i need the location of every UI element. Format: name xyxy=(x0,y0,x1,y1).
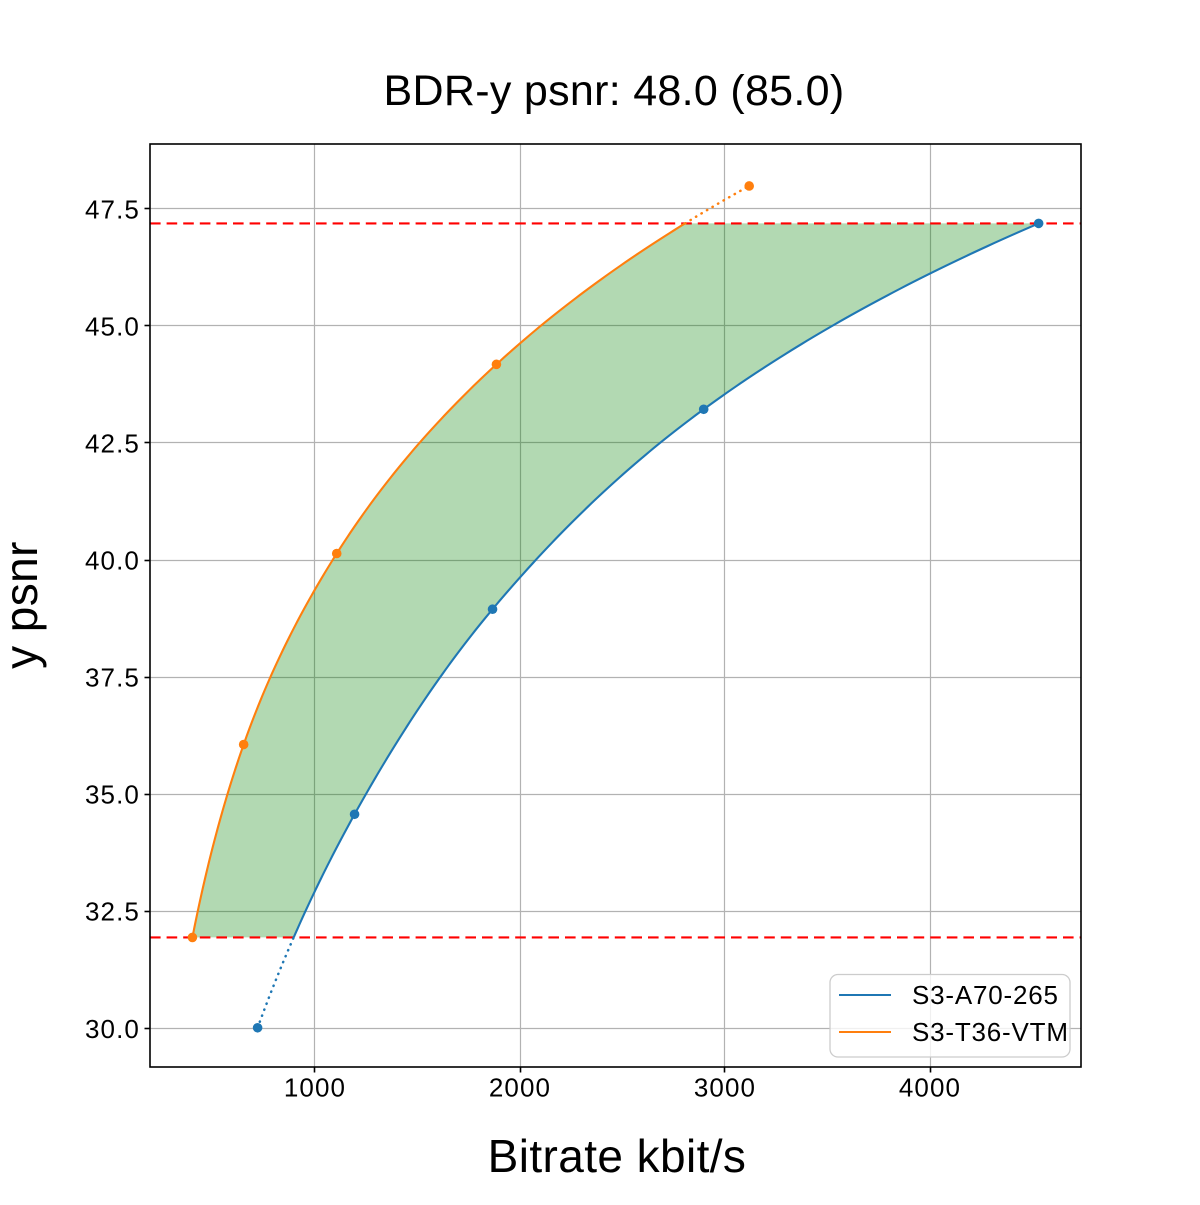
svg-text:y psnr: y psnr xyxy=(0,541,47,669)
svg-text:1000: 1000 xyxy=(284,1073,346,1103)
svg-text:3000: 3000 xyxy=(694,1073,756,1103)
svg-text:35.0: 35.0 xyxy=(85,780,140,810)
svg-text:4000: 4000 xyxy=(899,1073,961,1103)
svg-text:2000: 2000 xyxy=(489,1073,551,1103)
svg-text:S3-T36-VTM: S3-T36-VTM xyxy=(912,1017,1069,1047)
svg-text:Bitrate kbit/s: Bitrate kbit/s xyxy=(488,1130,747,1182)
svg-text:37.5: 37.5 xyxy=(85,663,140,693)
svg-text:BDR-y psnr: 48.0 (85.0): BDR-y psnr: 48.0 (85.0) xyxy=(384,67,845,115)
svg-text:30.0: 30.0 xyxy=(85,1014,140,1044)
svg-text:42.5: 42.5 xyxy=(85,429,140,459)
svg-text:45.0: 45.0 xyxy=(85,311,140,341)
svg-text:32.5: 32.5 xyxy=(85,897,140,927)
svg-text:40.0: 40.0 xyxy=(85,546,140,576)
svg-text:S3-A70-265: S3-A70-265 xyxy=(912,980,1059,1010)
svg-text:47.5: 47.5 xyxy=(85,194,140,224)
